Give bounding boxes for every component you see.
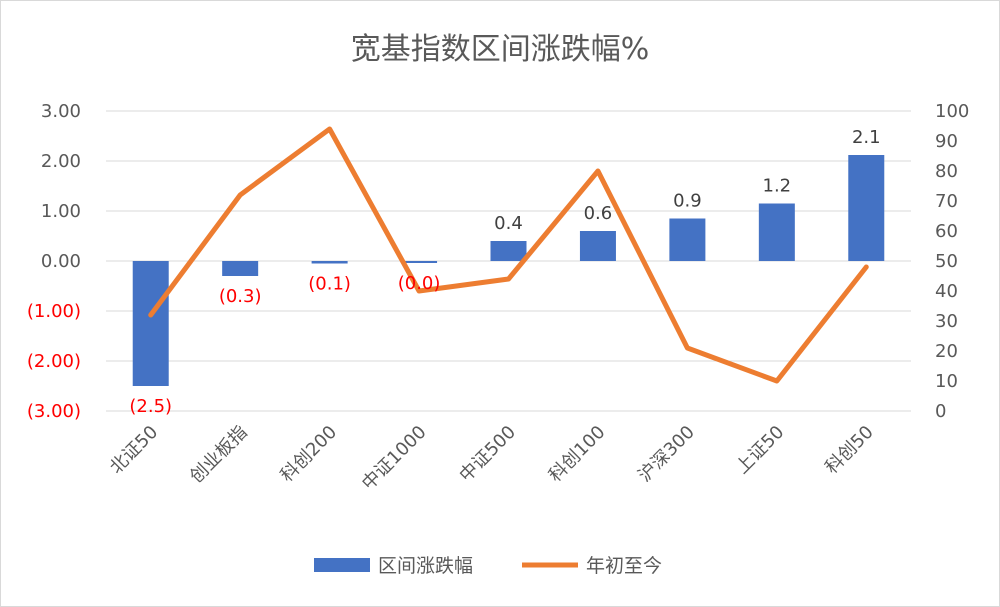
left-tick-label: 3.00 — [41, 101, 81, 122]
bar — [132, 261, 169, 386]
left-tick-label: 1.00 — [41, 201, 81, 222]
right-tick-label: 10 — [935, 371, 958, 392]
bar-data-label: 2.1 — [852, 127, 881, 148]
category-label: 创业板指 — [186, 422, 252, 488]
bar-data-label: 0.6 — [584, 203, 613, 224]
left-tick-label: (2.00) — [27, 351, 81, 372]
bar-data-label: 1.2 — [763, 176, 792, 197]
right-tick-label: 20 — [935, 341, 958, 362]
bar-series — [132, 155, 885, 386]
right-tick-label: 40 — [935, 281, 958, 302]
bar — [669, 218, 706, 261]
bar-data-label: (0.1) — [308, 274, 351, 295]
right-tick-label: 30 — [935, 311, 958, 332]
category-label: 科创100 — [545, 422, 610, 487]
left-tick-label: 2.00 — [41, 151, 81, 172]
right-tick-label: 80 — [935, 161, 958, 182]
right-tick-label: 50 — [935, 251, 958, 272]
left-axis-ticks: (3.00) (2.00) (1.00) 0.00 1.00 2.00 3.00 — [27, 101, 81, 422]
bar-data-label: (0.0) — [398, 273, 441, 294]
right-tick-label: 100 — [935, 101, 969, 122]
bar — [579, 231, 616, 261]
category-axis: 北证50 创业板指 科创200 中证1000 中证500 科创100 沪深300 上证50 科创… — [106, 422, 878, 495]
chart-title: 宽基指数区间涨跌幅% — [351, 32, 650, 67]
category-label: 科创50 — [821, 422, 878, 479]
data-labels: (2.5) (0.3) (0.1) (0.0) 0.4 0.6 0.9 1.2 2.1 — [129, 127, 880, 417]
category-label: 上证50 — [732, 422, 789, 479]
line-series — [148, 126, 869, 384]
bar — [401, 261, 438, 263]
left-tick-label: 0.00 — [41, 251, 81, 272]
legend: 区间涨跌幅 年初至今 — [314, 555, 662, 577]
right-tick-label: 0 — [935, 401, 946, 422]
bar — [490, 241, 527, 261]
bar-data-label: (0.3) — [219, 286, 262, 307]
left-tick-label: (3.00) — [27, 401, 81, 422]
right-axis-ticks: 0 10 20 30 40 50 60 70 80 90 100 — [935, 101, 969, 422]
right-tick-label: 70 — [935, 191, 958, 212]
bar-data-label: 0.9 — [673, 191, 702, 212]
bar — [222, 261, 259, 276]
right-tick-label: 60 — [935, 221, 958, 242]
category-label: 科创200 — [277, 422, 342, 487]
category-label: 北证50 — [106, 422, 163, 479]
legend-bar-swatch — [314, 558, 370, 572]
bar — [848, 155, 885, 261]
category-label: 沪深300 — [634, 422, 699, 487]
legend-line-label: 年初至今 — [586, 555, 662, 577]
bar — [758, 203, 795, 261]
category-label: 中证500 — [455, 422, 520, 487]
legend-bar-label: 区间涨跌幅 — [378, 555, 473, 577]
category-label: 中证1000 — [358, 422, 431, 495]
right-tick-label: 90 — [935, 131, 958, 152]
left-tick-label: (1.00) — [27, 301, 81, 322]
bar — [311, 261, 348, 264]
bar-data-label: (2.5) — [129, 396, 172, 417]
bar-data-label: 0.4 — [494, 213, 523, 234]
